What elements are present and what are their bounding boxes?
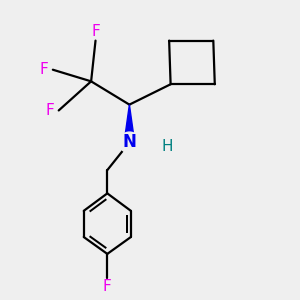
Text: F: F bbox=[103, 279, 112, 294]
Text: F: F bbox=[91, 24, 100, 39]
Text: H: H bbox=[162, 139, 173, 154]
Polygon shape bbox=[124, 105, 135, 142]
Text: F: F bbox=[40, 62, 48, 77]
Text: F: F bbox=[46, 103, 54, 118]
Text: N: N bbox=[122, 134, 136, 152]
